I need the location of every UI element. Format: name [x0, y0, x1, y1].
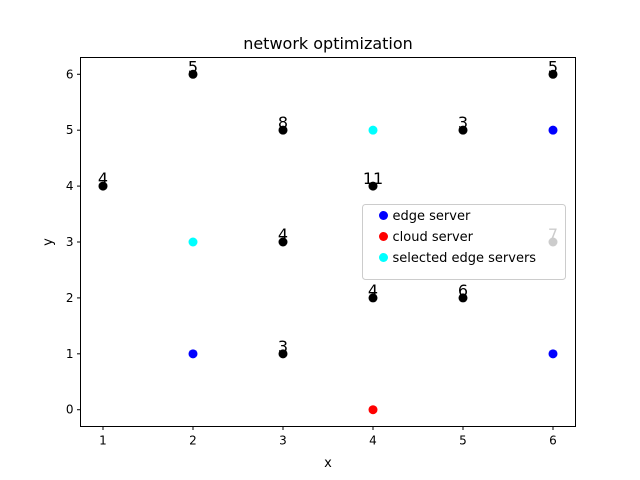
point-label: 3: [278, 337, 288, 356]
point: [278, 349, 288, 359]
y-tick-label: 6: [66, 67, 74, 81]
point: [548, 125, 558, 135]
point-label: 5: [548, 57, 558, 76]
point: [368, 293, 378, 303]
chart-title: network optimization: [243, 34, 413, 53]
point: [458, 293, 468, 303]
point: [548, 349, 558, 359]
point: [548, 69, 558, 79]
point: [188, 69, 198, 79]
x-tick-label: 2: [189, 434, 197, 448]
point-label: 6: [458, 281, 468, 300]
point: [368, 181, 378, 191]
point-label: 4: [98, 169, 108, 188]
y-tick-label: 3: [66, 235, 74, 249]
point: [278, 237, 288, 247]
y-tick-label: 0: [66, 403, 74, 417]
point: [188, 237, 198, 247]
legend-label: cloud server: [393, 230, 474, 245]
point-label: 4: [278, 225, 288, 244]
point: [368, 405, 378, 415]
legend: edge server cloud server selected edge ser…: [362, 204, 566, 280]
point: [188, 349, 198, 359]
y-tick-label: 5: [66, 123, 74, 137]
x-tick-label: 4: [369, 434, 377, 448]
y-tick-label: 1: [66, 347, 74, 361]
y-axis-label: y: [41, 238, 56, 246]
point-label: 3: [458, 113, 468, 132]
y-tick-label: 2: [66, 291, 74, 305]
point-label: 8: [278, 113, 288, 132]
legend-box: [362, 204, 566, 280]
x-tick-label: 6: [549, 434, 557, 448]
point: [458, 125, 468, 135]
point: [368, 125, 378, 135]
point: [278, 125, 288, 135]
legend-marker: [379, 253, 388, 262]
legend-label: edge server: [393, 209, 471, 224]
point-label: 5: [188, 57, 198, 76]
y-tick-label: 4: [66, 179, 74, 193]
point-label: 11: [363, 169, 383, 188]
legend-label: selected edge servers: [393, 251, 537, 266]
x-axis-label: x: [324, 456, 332, 471]
legend-marker: [379, 232, 388, 241]
x-tick-label: 5: [459, 434, 467, 448]
legend-marker: [379, 211, 388, 220]
point-label: 4: [368, 281, 378, 300]
point: [98, 181, 108, 191]
x-tick-label: 1: [99, 434, 107, 448]
plot-frame: [80, 57, 576, 427]
x-tick-label: 3: [279, 434, 287, 448]
